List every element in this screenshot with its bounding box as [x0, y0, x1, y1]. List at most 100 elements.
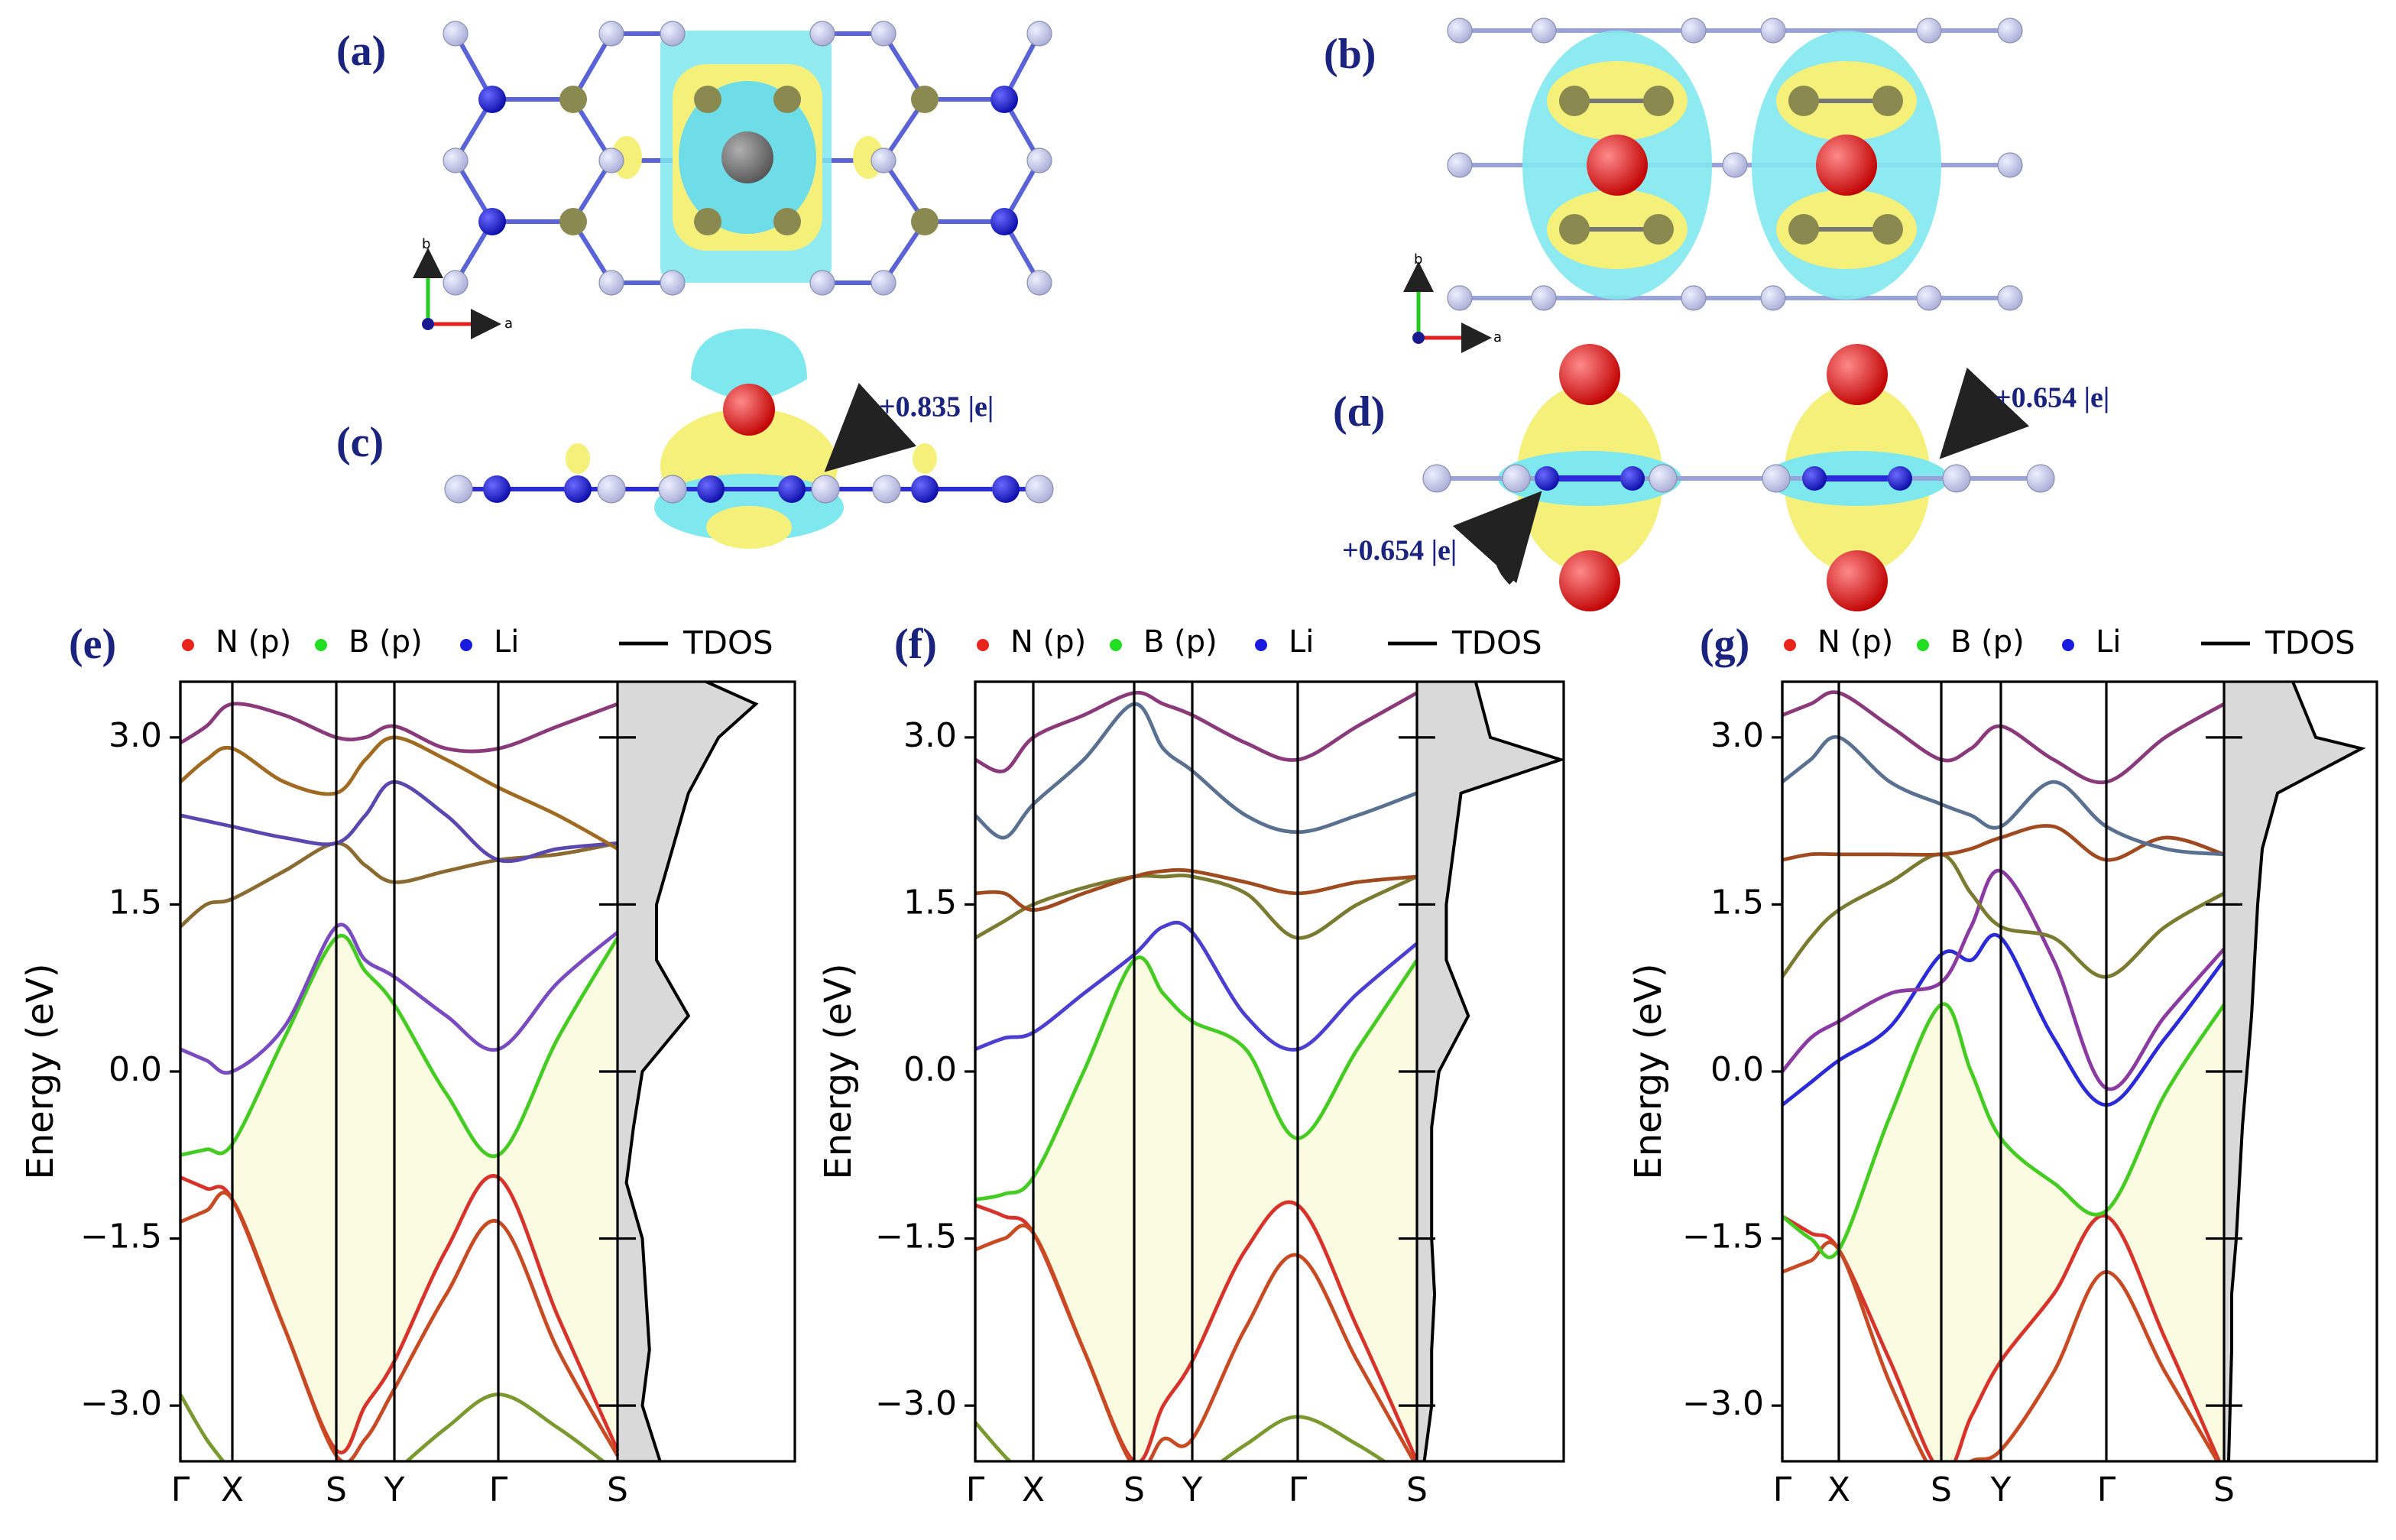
legend-label: N (p) — [1817, 624, 1893, 660]
x-tick-label: Γ — [1289, 1470, 1308, 1509]
legend-label: TDOS — [1451, 624, 1542, 662]
y-tick-label: −1.5 — [80, 1217, 162, 1256]
y-tick-label: 0.0 — [109, 1050, 162, 1089]
legend-label: Li — [2096, 624, 2121, 660]
band-line — [1782, 824, 2225, 862]
structure-c — [444, 329, 1054, 549]
band-line — [180, 1191, 620, 1461]
x-tick-label: S — [1123, 1470, 1145, 1509]
legend-label: Li — [494, 624, 519, 660]
x-tick-label: Y — [1990, 1470, 2012, 1509]
legend-label: B (p) — [1950, 624, 2025, 660]
structure-a: b a — [413, 21, 1052, 339]
occupied-shading — [1839, 1003, 2224, 1461]
occupied-shading — [1033, 958, 1417, 1461]
legend-swatch — [1110, 639, 1122, 651]
y-tick-label: −3.0 — [80, 1384, 162, 1423]
y-axis-label: Energy (eV) — [817, 963, 860, 1179]
axis-label: b — [1414, 251, 1422, 267]
y-tick-label: −1.5 — [875, 1217, 957, 1256]
y-axis-label: Energy (eV) — [1627, 963, 1670, 1179]
band-line — [975, 867, 1418, 913]
structure-d — [1422, 344, 2055, 611]
x-tick-label: S — [326, 1470, 347, 1509]
charge-label: +0.835 |e| — [879, 391, 994, 423]
legend-swatch — [182, 639, 194, 651]
panel-label: (e) — [69, 621, 116, 668]
dos-line — [624, 682, 759, 1461]
band-line — [180, 735, 619, 851]
legend-swatch — [1784, 639, 1796, 651]
band-line — [1782, 852, 2226, 979]
legend-label: N (p) — [1010, 624, 1086, 660]
x-tick-label: X — [1827, 1470, 1850, 1509]
band-line — [975, 873, 1418, 940]
panel-label: (b) — [1324, 31, 1376, 78]
x-tick-label: Γ — [966, 1470, 985, 1509]
band-line — [1782, 932, 2226, 1107]
legend-label: TDOS — [2265, 624, 2355, 662]
band-line — [180, 934, 620, 1159]
occupied-shading — [232, 935, 618, 1453]
legend-swatch — [1917, 639, 1929, 651]
structure-b: b a — [1403, 18, 2023, 353]
legend-label: N (p) — [216, 624, 291, 660]
y-tick-label: 3.0 — [109, 716, 162, 755]
legend-swatch — [1255, 639, 1267, 651]
y-tick-label: −3.0 — [875, 1384, 957, 1423]
y-tick-label: −1.5 — [1682, 1217, 1764, 1256]
charge-label: +0.654 |e| — [1342, 535, 1457, 567]
y-axis-label: Energy (eV) — [19, 963, 62, 1179]
x-tick-label: Γ — [171, 1470, 190, 1509]
x-tick-label: S — [1406, 1470, 1428, 1509]
panel-label: (f) — [894, 621, 937, 668]
charge-label: +0.654 |e| — [1995, 382, 2109, 414]
legend-label: Li — [1289, 624, 1314, 660]
legend-label: TDOS — [682, 624, 773, 662]
x-tick-label: S — [1931, 1470, 1952, 1509]
panel-label: (d) — [1333, 388, 1385, 436]
x-tick-label: Y — [384, 1470, 405, 1509]
legend-label: B (p) — [1143, 624, 1217, 660]
legend-swatch — [460, 639, 472, 651]
band-line — [180, 702, 618, 754]
panel-label: (a) — [336, 28, 386, 75]
y-tick-label: 0.0 — [1710, 1050, 1764, 1089]
legend-swatch — [2062, 639, 2074, 651]
y-tick-label: 0.0 — [903, 1050, 957, 1089]
dos-fill — [2224, 682, 2362, 1461]
dos-line — [1422, 682, 1564, 1461]
band-line — [180, 780, 618, 864]
plot-frame — [179, 680, 796, 1463]
y-tick-label: 3.0 — [903, 716, 957, 755]
y-tick-label: 1.5 — [109, 883, 162, 922]
y-tick-label: 1.5 — [1710, 883, 1764, 922]
axis-label: a — [504, 316, 513, 332]
x-tick-label: Γ — [1773, 1470, 1792, 1509]
dos-fill — [618, 682, 756, 1461]
x-tick-label: S — [2213, 1470, 2235, 1509]
axis-label: b — [422, 236, 430, 252]
x-tick-label: S — [607, 1470, 628, 1509]
band-line — [975, 690, 1418, 773]
x-tick-label: Y — [1182, 1470, 1203, 1509]
y-tick-label: −3.0 — [1682, 1384, 1764, 1423]
band-line — [1782, 690, 2226, 785]
x-tick-label: X — [1022, 1470, 1045, 1509]
band-line — [180, 841, 618, 929]
plot-frame — [974, 680, 1565, 1463]
band-line — [975, 702, 1418, 840]
legend-swatch — [977, 639, 989, 651]
plot-frame — [1781, 680, 2378, 1463]
y-tick-label: 1.5 — [903, 883, 957, 922]
x-tick-label: Γ — [489, 1470, 508, 1509]
legend-swatch — [315, 639, 327, 651]
panel-label: (g) — [1700, 621, 1749, 668]
axis-label: a — [1493, 329, 1502, 345]
y-tick-label: 3.0 — [1710, 716, 1764, 755]
band-line — [1782, 734, 2225, 857]
